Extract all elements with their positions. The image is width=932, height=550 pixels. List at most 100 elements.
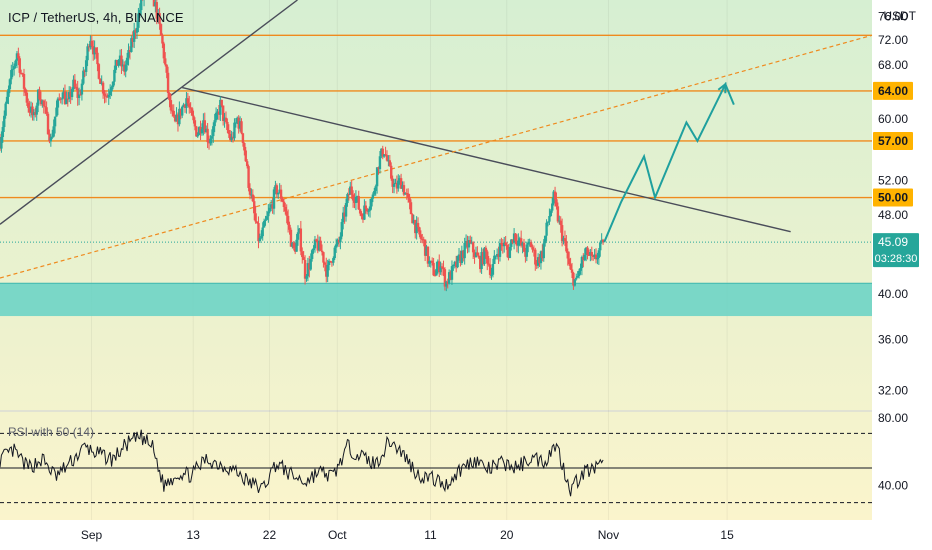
candle-body [156,13,160,19]
candle-body [231,136,235,139]
candle-body [534,249,537,265]
candle-body [261,227,264,237]
candle-body [476,252,479,256]
candle-body [238,121,242,129]
candle-body [490,274,493,276]
time-tick-label: Oct [328,528,347,542]
candle-body [190,108,194,116]
candle-body [322,252,325,263]
candle-body [279,189,283,199]
candle-body [418,227,421,235]
candle-body [3,115,6,128]
time-tick-label: 22 [263,528,277,542]
chart-background [0,0,872,520]
price-tick-label: 40.00 [878,287,908,301]
candle-body [527,242,530,245]
candle-body [377,167,380,170]
candle-body [172,110,175,117]
candle-body [387,160,390,162]
price-tick-label: 48.00 [878,208,908,222]
candle-body [59,98,62,100]
candle-body [56,98,60,108]
price-tick-label: 60.00 [878,112,908,126]
candle-body [206,128,209,143]
candle-body [210,136,214,139]
candle-body [130,38,133,52]
candle-body [267,211,270,217]
candle-body [63,91,67,104]
candle-body [398,178,401,181]
candle-body [226,121,229,131]
candle-body [503,242,506,247]
candle-body [501,244,505,247]
candle-body [394,182,397,185]
candle-body [84,60,88,72]
candle-body [34,112,37,115]
candle-body [243,142,246,151]
candle-body [467,240,471,248]
candle-body [10,70,13,80]
candle-body [96,52,99,65]
candle-body [155,2,158,19]
candle-body [433,275,437,277]
candle-body [390,165,393,179]
candle-body [525,244,529,257]
candle-body [224,117,228,122]
candle-body [269,204,273,208]
candle-body [179,108,182,116]
candle-body [296,232,300,240]
candle-body [500,243,503,245]
candle-body [32,112,36,116]
candle-body [241,133,245,143]
candle-body [601,239,605,243]
candle-body [423,239,427,256]
candle-body [97,64,101,79]
candle-body [479,257,482,270]
candle-body [117,59,120,66]
candle-body [560,225,564,242]
price-tick-label: 52.00 [878,174,908,188]
candle-body [579,268,582,271]
candle-body [303,260,307,279]
candle-body [575,277,578,280]
candle-body [342,212,345,223]
candle-body [293,248,297,252]
candle-body [134,30,137,33]
candle-body [268,207,271,212]
candle-body [35,105,38,115]
candle-body [456,255,459,268]
candle-body [312,248,315,251]
candle-body [330,261,334,263]
candle-body [351,194,355,201]
candle-body [121,64,125,67]
candle-body [371,194,375,199]
candle-body [339,236,342,243]
candle-body [474,252,478,258]
candle-body [600,239,603,243]
candle-body [209,138,212,144]
time-tick-label: 11 [424,528,437,542]
candle-body [128,50,132,52]
candle-body [60,98,64,100]
candle-body [596,257,599,260]
candle-body [284,206,287,212]
price-tick-label: 32.00 [878,383,908,397]
candle-body [381,148,384,157]
candle-body [5,96,9,104]
support-zone-layer [0,282,872,317]
candle-body [180,106,184,116]
candle-body [440,266,444,269]
candle-body [363,205,366,220]
candle-body [265,216,269,220]
candle-body [83,70,86,72]
candle-body [401,185,404,189]
candle-body [214,112,218,121]
candle-body [90,40,94,47]
candle-body [536,257,540,266]
candle-body [27,102,30,108]
candle-body [14,60,17,67]
price-tick-label: 68.00 [878,58,908,72]
candle-body [77,94,81,98]
